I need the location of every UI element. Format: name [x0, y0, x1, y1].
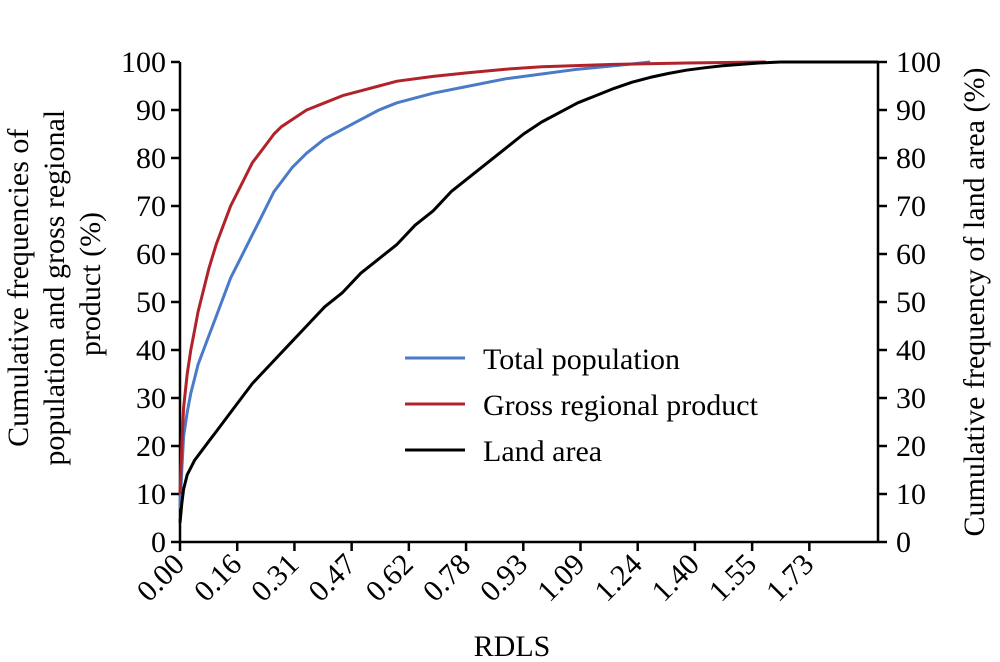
right-y-axis-title: Cumulative frequency of land area (%) — [958, 68, 991, 537]
left-y-tick-label: 50 — [136, 286, 166, 319]
x-tick-label: 0.62 — [359, 548, 419, 608]
x-tick-label: 1.55 — [703, 548, 763, 608]
left-y-axis-title-line-3: product (%) — [74, 212, 107, 356]
axes-group — [178, 62, 880, 544]
left-y-tick-label: 60 — [136, 238, 166, 271]
left-y-tick-label: 20 — [136, 430, 166, 463]
x-tick-label: 0.78 — [417, 548, 477, 608]
right-y-tick-label: 20 — [896, 430, 926, 463]
legend-label-1: Gross regional product — [483, 389, 759, 422]
left-y-tick-label: 100 — [121, 46, 166, 79]
left-y-tick-label: 80 — [136, 142, 166, 175]
right-y-tick-label: 40 — [896, 334, 926, 367]
legend-label-0: Total population — [483, 343, 680, 376]
left-y-tick-label: 40 — [136, 334, 166, 367]
right-y-tick-label: 80 — [896, 142, 926, 175]
right-y-tick-label: 100 — [896, 46, 941, 79]
left-y-tick-label: 70 — [136, 190, 166, 223]
right-y-tick-label: 50 — [896, 286, 926, 319]
legend: Total population Gross regional product La… — [405, 343, 759, 468]
left-y-tick-label: 0 — [151, 526, 166, 559]
legend-label-2: Land area — [483, 435, 602, 468]
series-line-1 — [178, 60, 766, 495]
x-tick-label: 0.00 — [130, 548, 190, 608]
right-y-tick-label: 30 — [896, 382, 926, 415]
x-tick-label: 1.24 — [588, 548, 648, 608]
right-y-tick-label: 10 — [896, 478, 926, 511]
left-y-tick-label: 90 — [136, 94, 166, 127]
x-tick-label: 1.09 — [531, 548, 591, 608]
left-y-axis-title-line-2: population and gross regional — [38, 110, 71, 466]
x-tick-label: 0.93 — [474, 548, 534, 608]
x-tick-label: 1.40 — [645, 548, 705, 608]
x-tick-label: 1.73 — [760, 548, 820, 608]
x-tick-label: 0.16 — [188, 548, 248, 608]
series-line-0 — [178, 60, 651, 509]
x-axis-title: RDLS — [474, 630, 551, 662]
left-y-tick-label: 30 — [136, 382, 166, 415]
series-group — [178, 60, 878, 523]
x-tick-label: 0.31 — [245, 548, 305, 608]
right-y-tick-label: 60 — [896, 238, 926, 271]
right-y-tick-label: 70 — [896, 190, 926, 223]
left-y-axis-title: Cumulative frequencies of population and… — [2, 102, 107, 465]
right-y-tick-label: 90 — [896, 94, 926, 127]
series-line-2 — [178, 60, 878, 523]
left-y-tick-label: 10 — [136, 478, 166, 511]
right-y-tick-label: 0 — [896, 526, 911, 559]
left-y-axis-title-line-1: Cumulative frequencies of — [2, 129, 35, 447]
x-tick-label: 0.47 — [302, 548, 362, 608]
